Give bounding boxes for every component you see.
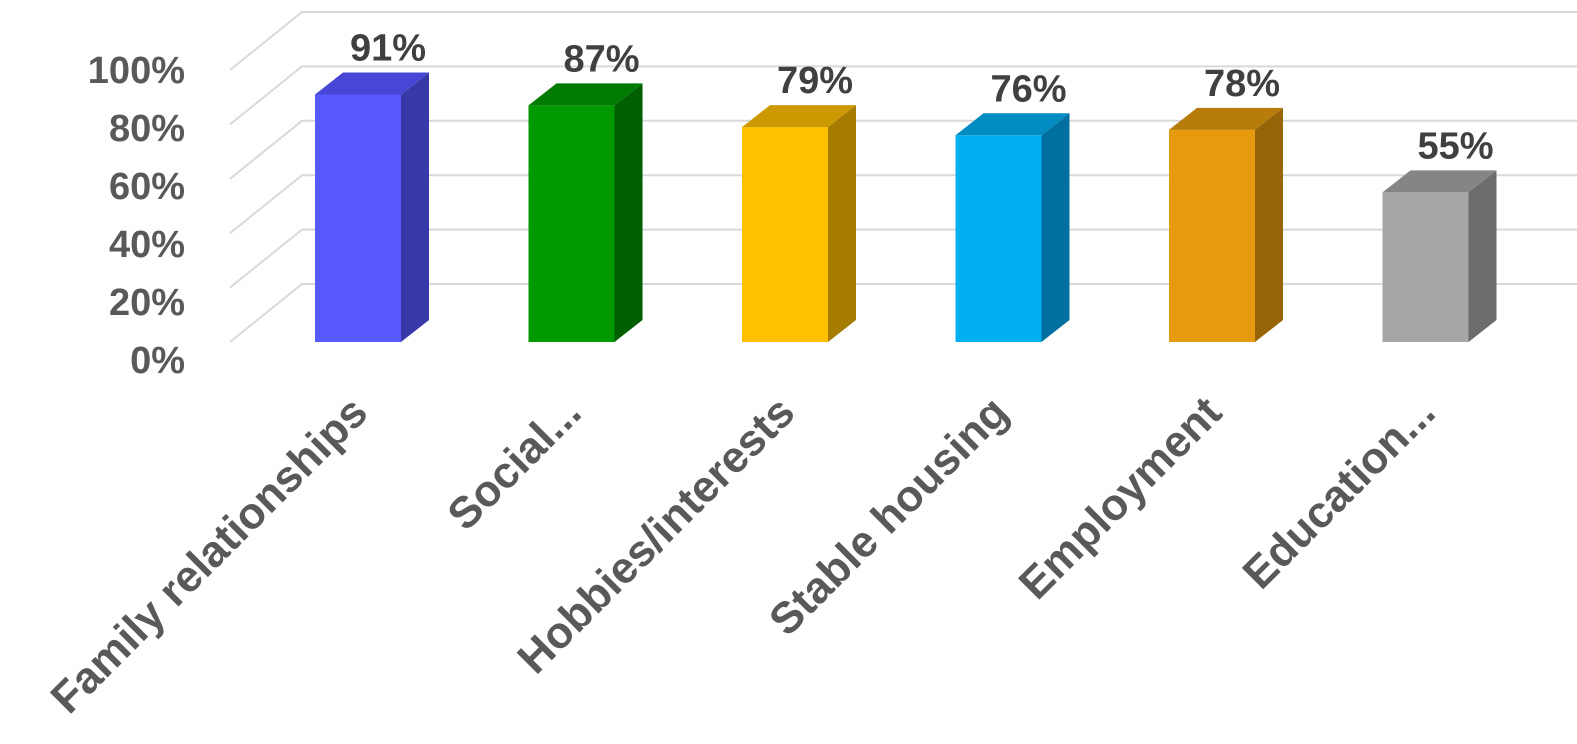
bar-side-face	[401, 72, 429, 342]
bar-side-face	[828, 105, 856, 343]
bar-front-face	[955, 135, 1042, 342]
gridline	[229, 65, 1577, 126]
bar-front-face	[742, 127, 828, 343]
bar-top-face	[742, 105, 856, 128]
data-label: 87%	[563, 38, 639, 80]
gridline	[229, 11, 1577, 71]
data-label: 55%	[1417, 125, 1493, 167]
data-label: 91%	[350, 27, 426, 69]
bar-front-face	[528, 105, 615, 342]
bar-top-face	[1169, 107, 1283, 130]
y-tick-label: 60%	[109, 166, 185, 208]
bar	[1382, 170, 1497, 342]
x-category-label: Education...	[1234, 387, 1445, 598]
y-tick-label: 80%	[109, 108, 185, 150]
bar-top-face	[955, 113, 1070, 136]
y-tick-label: 40%	[109, 224, 185, 266]
bar-top-face	[315, 72, 429, 95]
data-label: 76%	[990, 68, 1066, 110]
gridline	[229, 228, 1577, 289]
bar-side-face	[1255, 107, 1283, 342]
y-tick-label: 0%	[130, 340, 185, 382]
bar-front-face	[1382, 192, 1469, 342]
bar	[742, 105, 856, 343]
bar-top-face	[1382, 170, 1497, 193]
bar	[1169, 107, 1283, 342]
y-tick-label: 100%	[88, 50, 185, 92]
x-axis-category-labels: Family relationships Social... Hobbies/i…	[42, 387, 1445, 723]
bar-top-face	[528, 83, 643, 106]
y-axis-tick-labels: 0% 20% 40% 60% 80% 100%	[88, 50, 185, 382]
x-category-label: Family relationships	[42, 387, 378, 723]
bar-side-face	[1468, 170, 1497, 342]
bar-side-face	[614, 83, 643, 343]
bar	[955, 113, 1070, 342]
gridline	[229, 174, 1577, 234]
gridline	[229, 283, 1577, 343]
bar	[528, 83, 643, 343]
gridline	[229, 119, 1577, 180]
x-category-label: Employment	[1010, 387, 1232, 609]
bar-side-face	[1041, 113, 1070, 342]
data-labels: 91% 87% 79% 76% 78% 55%	[350, 27, 1494, 167]
bar-front-face	[1169, 129, 1255, 342]
bar	[315, 72, 429, 342]
data-label: 79%	[777, 60, 853, 102]
bars	[315, 72, 1497, 343]
data-label: 78%	[1204, 63, 1280, 105]
gridlines	[229, 11, 1577, 343]
x-category-label: Social...	[438, 387, 590, 539]
bar-front-face	[315, 94, 401, 342]
y-tick-label: 20%	[109, 282, 185, 324]
